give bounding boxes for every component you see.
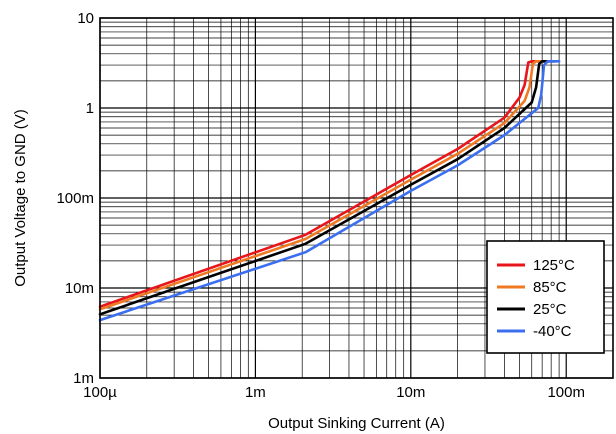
series-line [98,59,549,309]
legend-entry-label: -40°C [533,323,572,340]
y-tick-label: 10m [65,280,94,297]
y-tick-labels: 1m 10m 100m 1 10 [56,10,94,387]
y-tick-label: 1 [86,100,94,117]
y-axis-label: Output Voltage to GND (V) [12,109,29,287]
series-line [98,59,551,311]
x-tick-label: 100m [547,384,585,401]
legend-box [486,240,605,354]
x-tick-labels: 100µ 1m 10m 100m [83,384,585,401]
series-lines [98,59,561,322]
legend-entry-label: 125°C [533,257,575,274]
plot-frame [99,17,614,379]
x-tick-label: 10m [396,384,425,401]
y-tick-label: 1m [73,370,94,387]
series-line [98,59,561,322]
legend: 125°C 85°C 25°C -40°C [486,240,605,354]
legend-entry-label: 25°C [533,301,567,318]
legend-entry-label: 85°C [533,279,567,296]
y-tick-label: 100m [56,190,94,207]
x-tick-label: 1m [245,384,266,401]
x-axis-label: Output Sinking Current (A) [268,415,445,432]
y-tick-label: 10 [77,10,94,27]
series-line [98,59,557,316]
x-tick-label: 100µ [83,384,117,401]
